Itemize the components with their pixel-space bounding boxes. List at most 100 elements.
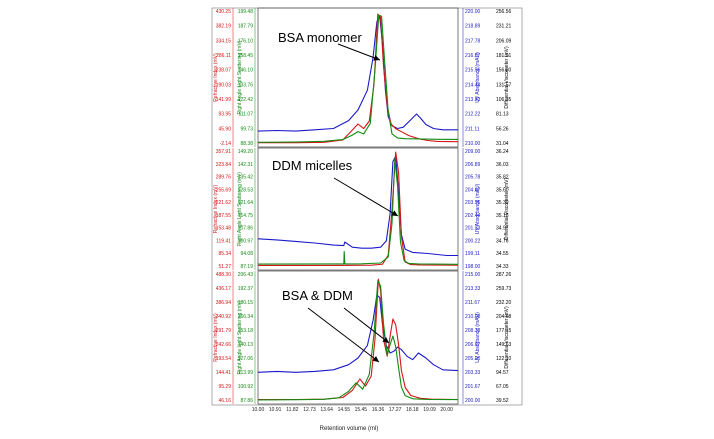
refractive_index-axis-title: Refractive Index (mV): [213, 184, 219, 233]
uv_absorbance-tick-label: 215.56: [465, 68, 481, 74]
annotation-arrowhead: [391, 210, 398, 216]
annotation-arrow: [337, 43, 381, 61]
uv_absorbance-tick-label: 202.44: [465, 213, 481, 219]
dual-tick-label: 35.82: [496, 175, 509, 181]
annotation-arrow: [343, 307, 390, 344]
refractive_index-tick-label: 153.48: [216, 226, 232, 232]
refractive_index-tick-label: 430.25: [216, 9, 232, 15]
light_scattering-tick-label: 153.18: [238, 328, 254, 334]
dual-tick-label: 81.13: [496, 112, 509, 118]
uv_absorbance-tick-label: 213.33: [465, 286, 481, 292]
dual-trace: [258, 196, 458, 238]
light_scattering-tick-label: 192.37: [238, 286, 254, 292]
dual-tick-label: 287.26: [496, 272, 512, 278]
light_scattering-tick-label: 127.06: [238, 356, 254, 362]
dual-tick-label: 231.21: [496, 24, 512, 30]
uv_absorbance-axis-title: UV Absorbance (mAU): [475, 183, 481, 234]
dual-tick-label: 34.55: [496, 251, 509, 257]
dual-tick-label: 39.52: [496, 398, 509, 404]
x-tick-label: 17.27: [389, 407, 402, 413]
uv_absorbance-tick-label: 212.22: [465, 112, 481, 118]
dual-axis-title: Differential Viscometer (mV): [504, 306, 510, 369]
dual-tick-label: 34.76: [496, 238, 509, 244]
x-tick-label: 20.00: [440, 407, 453, 413]
refractive_index-tick-label: 51.27: [218, 264, 231, 270]
dual-tick-label: 106.35: [496, 97, 512, 103]
light_scattering-tick-label: 100.92: [238, 384, 254, 390]
dual-tick-label: 35.60: [496, 187, 509, 193]
light_scattering-tick-label: 121.64: [238, 200, 254, 206]
light_scattering-trace: [257, 14, 459, 143]
light_scattering-tick-label: 99.73: [240, 126, 253, 132]
x-tick-label: 18.18: [406, 407, 419, 413]
dual-tick-label: 35.39: [496, 200, 509, 206]
uv_absorbance-tick-label: 201.67: [465, 384, 481, 390]
refractive_index-tick-label: 144.41: [216, 370, 232, 376]
dual-tick-label: 67.05: [496, 384, 509, 390]
light_scattering-tick-label: 87.86: [240, 398, 253, 404]
dual-tick-label: 36.03: [496, 162, 509, 168]
uv_absorbance-axis-title: UV Absorbance (mAU): [475, 312, 481, 363]
refractive_index-tick-label: 382.19: [216, 24, 232, 30]
uv_absorbance-tick-label: 206.67: [465, 342, 481, 348]
light_scattering-tick-label: 140.13: [238, 342, 254, 348]
refractive_index-tick-label: 45.90: [218, 126, 231, 132]
light_scattering-trace: [257, 158, 459, 265]
light_scattering-tick-label: 187.79: [238, 24, 254, 30]
refractive_index-tick-label: 255.69: [216, 187, 232, 193]
dual-tick-label: 181.91: [496, 53, 512, 59]
dual-axis-title: Differential Viscometer (mV): [504, 178, 510, 241]
uv_absorbance-tick-label: 203.33: [465, 370, 481, 376]
refractive_index-tick-label: 334.15: [216, 38, 232, 44]
refractive_index-tick-label: 436.17: [216, 286, 232, 292]
refractive_index-tick-label: 93.95: [218, 112, 231, 118]
refractive_index-tick-label: 286.11: [216, 53, 231, 59]
dual-tick-label: 149.63: [496, 342, 512, 348]
dual-tick-label: 206.09: [496, 38, 512, 44]
refractive_index-tick-label: 119.41: [216, 238, 231, 244]
light_scattering-tick-label: 149.20: [238, 149, 254, 155]
uv_absorbance-tick-label: 208.33: [465, 328, 481, 334]
refractive_index-tick-label: 289.76: [216, 175, 232, 181]
dual-tick-label: 36.24: [496, 149, 509, 155]
light_scattering-tick-label: 206.43: [238, 272, 254, 278]
refractive_index-tick-label: 291.79: [216, 328, 232, 334]
uv_absorbance-tick-label: 216.67: [465, 53, 481, 59]
annotation-label: BSA & DDM: [282, 288, 353, 303]
x-tick-label: 12.73: [303, 407, 316, 413]
dual-tick-label: 177.15: [496, 328, 512, 334]
light_scattering-tick-label: 180.15: [238, 300, 254, 306]
panel-border: [257, 270, 459, 405]
uv_absorbance-tick-label: 210.00: [465, 141, 481, 147]
uv_absorbance-trace: [257, 155, 458, 257]
light_scattering-tick-label: 135.42: [238, 175, 254, 181]
refractive_index-tick-label: 95.29: [218, 384, 231, 390]
panel-border: [257, 7, 459, 148]
uv_absorbance-tick-label: 214.44: [465, 82, 481, 88]
refractive_index-trace: [258, 151, 459, 266]
dual-tick-label: 232.20: [496, 300, 512, 306]
uv_absorbance-tick-label: 199.11: [465, 251, 480, 257]
annotation-arrowhead: [373, 55, 380, 61]
x-tick-label: 14.55: [338, 407, 351, 413]
uv_absorbance-tick-label: 200.00: [465, 398, 481, 404]
x-axis-label: Retention volume (ml): [320, 426, 379, 432]
refractive_index-axis-title: Refractive Index (mV): [213, 53, 219, 102]
annotation-label: BSA monomer: [278, 30, 362, 45]
refractive_index-tick-label: 488.30: [216, 272, 232, 278]
refractive_index-tick-label: -2.14: [220, 141, 232, 147]
light_scattering-tick-label: 100.97: [238, 238, 254, 244]
refractive_index-tick-label: 238.07: [216, 68, 232, 74]
light_scattering-tick-label: 88.38: [240, 141, 253, 147]
dual-tick-label: 35.18: [496, 213, 509, 219]
light_scattering-tick-label: 199.48: [238, 9, 254, 15]
uv_absorbance-tick-label: 210.00: [465, 314, 481, 320]
uv_absorbance-tick-label: 213.33: [465, 97, 481, 103]
x-tick-label: 16.36: [372, 407, 385, 413]
refractive_index-tick-label: 323.84: [216, 162, 232, 168]
panels-group: 430.25 382.19 334.15 286.11 238.07 190.03 141.…: [211, 7, 523, 413]
refractive_index-tick-label: 46.16: [218, 398, 231, 404]
light_scattering-tick-label: 107.86: [238, 226, 254, 232]
annotation-arrowhead: [382, 336, 389, 343]
